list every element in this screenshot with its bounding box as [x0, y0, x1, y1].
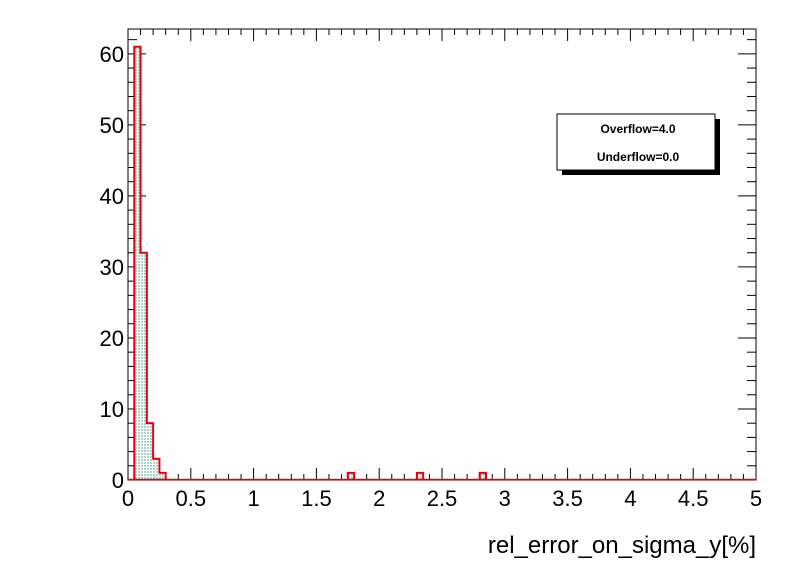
- histogram-bar-fill: [416, 472, 424, 480]
- histogram-outline: [133, 45, 167, 480]
- histogram-bar-fill: [159, 472, 166, 480]
- x-tick-label: 1: [247, 486, 259, 511]
- x-tick-label: 3: [499, 486, 511, 511]
- plot-frame: [127, 28, 757, 481]
- histogram-outline: [415, 471, 425, 480]
- y-tick-label: 50: [100, 113, 124, 138]
- histogram-outline: [346, 471, 356, 480]
- x-tick-label: 0: [122, 486, 134, 511]
- histogram-bars: [128, 45, 756, 481]
- x-tick-label: 5: [750, 486, 762, 511]
- y-tick-label: 0: [112, 468, 124, 493]
- histogram-bar-fill: [479, 472, 486, 480]
- stats-box: Overflow=4.0 Underflow=0.0: [556, 113, 720, 175]
- histogram-bar-fill: [347, 472, 355, 480]
- y-tick-label: 40: [100, 184, 124, 209]
- y-tick-labels: 0 10 20 30 40 50 60: [100, 42, 124, 493]
- x-tick-label: 1.5: [301, 486, 332, 511]
- y-tick-label: 10: [100, 397, 124, 422]
- x-axis-title: rel_error_on_sigma_y[%]: [488, 532, 756, 559]
- x-tick-label: 4.5: [678, 486, 709, 511]
- stats-box-frame: [556, 113, 716, 171]
- overflow-label: Overflow=4.0: [600, 122, 675, 136]
- x-tick-label: 2: [373, 486, 385, 511]
- histogram-bar-fill: [146, 423, 154, 480]
- y-tick-label: 30: [100, 255, 124, 280]
- x-tick-label: 3.5: [552, 486, 583, 511]
- histogram-bar-fill: [140, 252, 147, 480]
- y-tick-label: 60: [100, 42, 124, 67]
- x-tick-labels: 0 0.5 1 1.5 2 2.5 3 3.5 4 4.5 5: [122, 486, 762, 511]
- x-tick-label: 0.5: [176, 486, 207, 511]
- x-tick-label: 2.5: [427, 486, 458, 511]
- histogram-bar-fill: [153, 458, 160, 480]
- underflow-label: Underflow=0.0: [597, 150, 680, 164]
- y-tick-label: 20: [100, 326, 124, 351]
- histogram-bar-fill: [134, 46, 141, 480]
- axis-ticks: [127, 29, 757, 481]
- x-tick-label: 4: [624, 486, 636, 511]
- histogram-outline: [478, 471, 487, 480]
